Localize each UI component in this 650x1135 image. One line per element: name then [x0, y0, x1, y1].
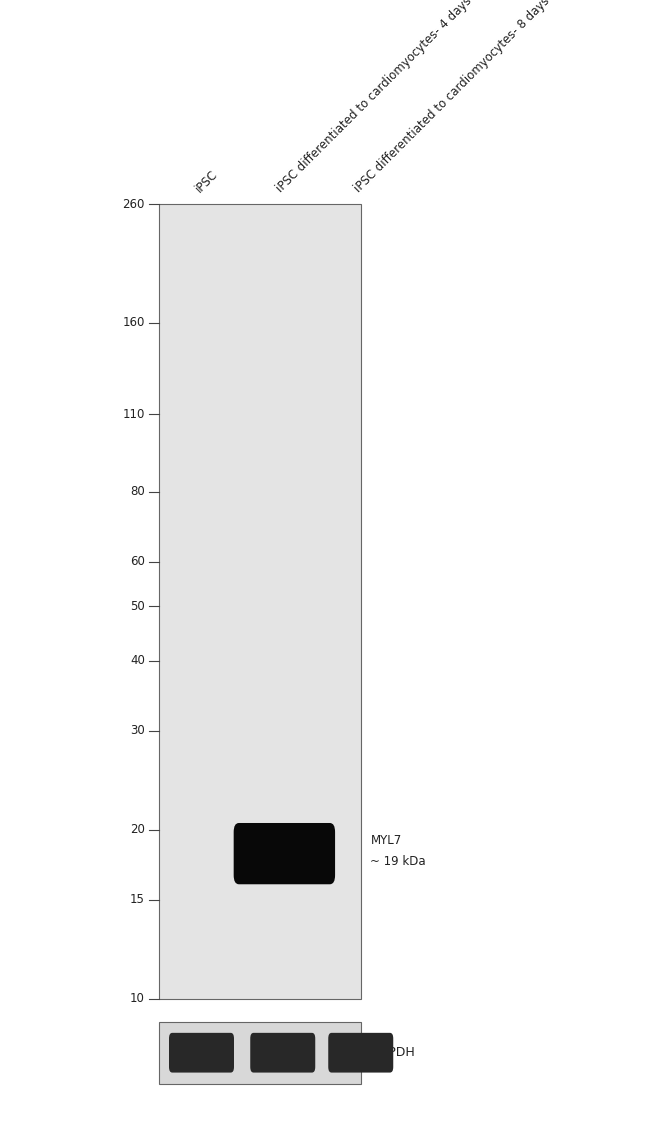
Text: GAPDH: GAPDH [370, 1046, 415, 1059]
Text: 10: 10 [130, 992, 145, 1006]
Text: 20: 20 [130, 823, 145, 836]
Text: 80: 80 [130, 486, 145, 498]
Text: iPSC differentiated to cardiomyocytes- 4 days: iPSC differentiated to cardiomyocytes- 4… [274, 0, 474, 195]
Bar [159, 204, 361, 999]
Bar [159, 1022, 361, 1084]
Text: 15: 15 [130, 893, 145, 907]
Text: 110: 110 [123, 407, 145, 421]
Text: iPSC: iPSC [192, 168, 220, 195]
FancyBboxPatch shape [234, 823, 335, 884]
FancyBboxPatch shape [169, 1033, 234, 1073]
Text: 50: 50 [130, 599, 145, 613]
FancyBboxPatch shape [328, 1033, 393, 1073]
Text: 60: 60 [130, 555, 145, 569]
Text: 260: 260 [123, 197, 145, 211]
Text: 40: 40 [130, 654, 145, 667]
Text: MYL7: MYL7 [370, 833, 402, 847]
Text: iPSC differentiated to cardiomyocytes- 8 days: iPSC differentiated to cardiomyocytes- 8… [352, 0, 552, 195]
Text: 30: 30 [130, 724, 145, 738]
FancyBboxPatch shape [250, 1033, 315, 1073]
Text: 160: 160 [123, 317, 145, 329]
Text: ~ 19 kDa: ~ 19 kDa [370, 855, 426, 868]
